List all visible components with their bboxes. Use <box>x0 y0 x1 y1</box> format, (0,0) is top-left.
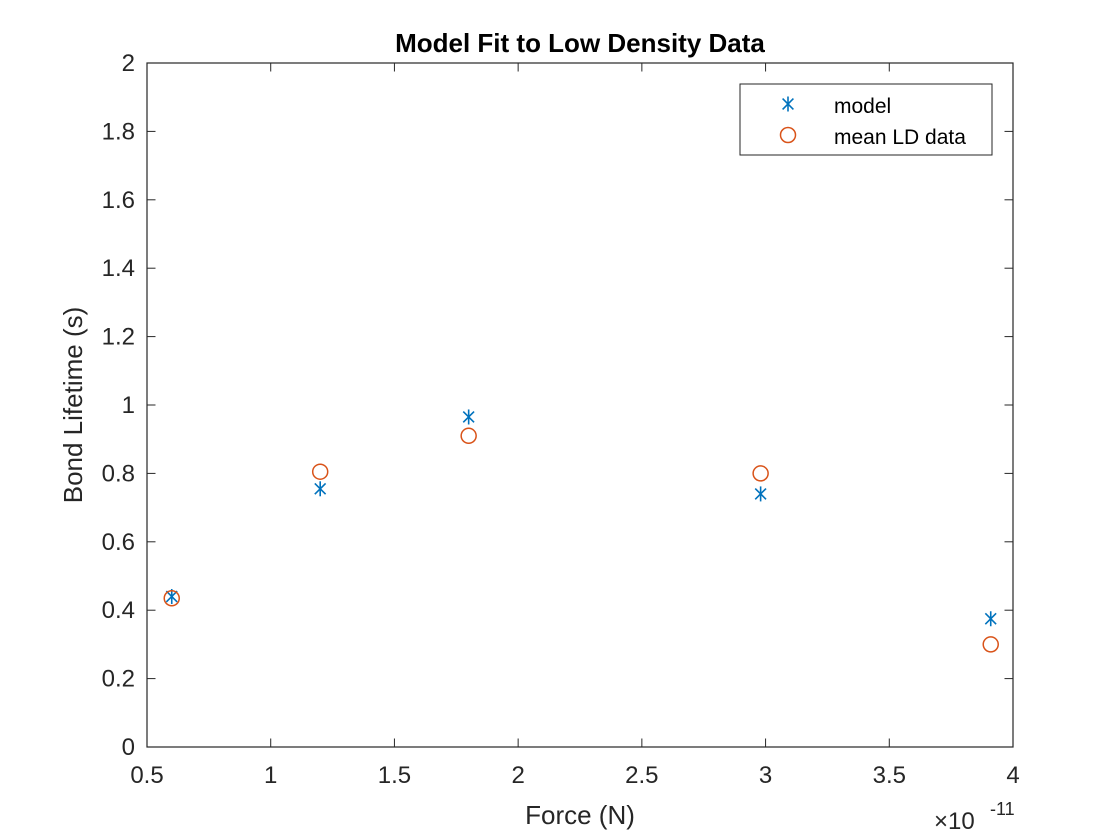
x-tick-label: 0.5 <box>130 762 163 789</box>
x-tick-label: 2 <box>511 762 524 789</box>
x-exponent-power: -11 <box>990 799 1015 819</box>
y-tick-label: 1.4 <box>102 255 135 282</box>
x-exponent-label: ×10 -11 <box>934 799 1015 835</box>
circle-marker <box>779 126 797 144</box>
y-axis-label: Bond Lifetime (s) <box>58 307 88 504</box>
chart-title: Model Fit to Low Density Data <box>395 28 765 58</box>
y-tick-label: 1.2 <box>102 324 135 351</box>
axis-ticks <box>146 62 1014 748</box>
model-point <box>462 409 475 425</box>
y-tick-label: 0 <box>122 734 135 761</box>
mean-ld-data-point <box>982 636 999 653</box>
mean-ld-data-point <box>460 427 477 445</box>
y-tick-labels: 0 0.2 0.4 0.6 0.8 1 1.2 1.4 1.6 1.8 2 <box>102 50 135 761</box>
x-tick-label: 1 <box>264 762 277 789</box>
data-markers <box>163 409 999 653</box>
x-tick-label: 4 <box>1006 762 1019 789</box>
y-tick-label: 0.4 <box>102 597 135 624</box>
model-point <box>314 481 327 497</box>
x-exponent-base: ×10 <box>934 808 975 835</box>
y-tick-label: 1.6 <box>102 187 135 214</box>
series-model <box>165 409 997 627</box>
legend: model mean LD data <box>739 83 993 156</box>
y-tick-label: 0.6 <box>102 529 135 556</box>
x-tick-label: 3.5 <box>873 762 906 789</box>
legend-box <box>739 83 993 156</box>
model-point <box>754 486 767 502</box>
y-tick-label: 0.2 <box>102 666 135 693</box>
legend-label-mean-ld-data: mean LD data <box>834 126 966 149</box>
mean-ld-data-point <box>163 589 180 607</box>
x-axis-label: Force (N) <box>525 800 635 830</box>
series-mean-ld-data <box>163 427 999 653</box>
y-tick-label: 0.8 <box>102 460 135 487</box>
mean-ld-data-point <box>311 463 329 480</box>
legend-label-model: model <box>834 95 891 118</box>
plot-area <box>146 62 1014 748</box>
legend-marker-model <box>782 96 794 112</box>
legend-marker-mean-ld-data <box>779 126 797 144</box>
model-point <box>165 589 178 605</box>
y-tick-label: 2 <box>122 50 135 77</box>
x-tick-label: 3 <box>759 762 772 789</box>
x-tick-label: 1.5 <box>378 762 411 789</box>
mean-ld-data-point <box>752 465 769 482</box>
x-tick-label: 2.5 <box>625 762 658 789</box>
y-tick-label: 1 <box>122 392 135 419</box>
y-tick-label: 1.8 <box>102 118 135 145</box>
asterisk-marker <box>782 96 794 112</box>
model-point <box>984 611 997 627</box>
x-tick-labels: 0.5 1 1.5 2 2.5 3 3.5 4 <box>130 762 1019 789</box>
